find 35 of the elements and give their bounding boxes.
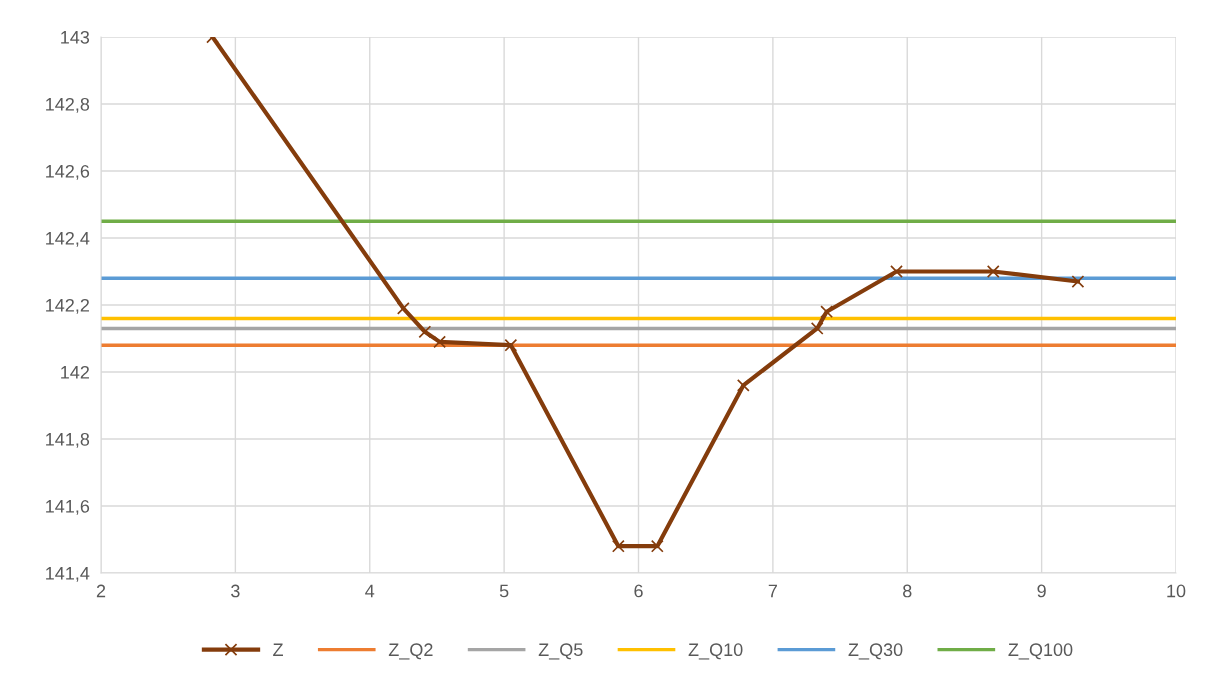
y-tick-label: 141,8	[46, 432, 90, 448]
y-tick-label: 141,4	[46, 567, 90, 582]
x-tick-label: 6	[634, 584, 643, 598]
point	[820, 305, 834, 319]
legend-label: Z_Q2	[388, 643, 433, 660]
y-tick-label: 142,6	[46, 164, 90, 180]
point	[504, 338, 518, 352]
x-tick-label: 8	[903, 584, 912, 598]
y-tick-label: 142,2	[46, 298, 89, 314]
point	[1071, 275, 1085, 288]
point	[736, 379, 750, 392]
legend-label: Z_Q30	[848, 643, 903, 660]
y-tick-label: 142,8	[46, 97, 90, 113]
point	[650, 539, 664, 553]
legend-label: Z_Q5	[538, 643, 583, 660]
point	[986, 265, 1000, 278]
legend-label: Z_Q100	[1008, 643, 1073, 660]
legend-label: Z	[273, 643, 283, 656]
point	[810, 322, 824, 335]
x-tick-label: 5	[499, 584, 509, 598]
legend-label: Z_Q10	[688, 643, 743, 660]
point	[433, 335, 447, 349]
x-tick-label: 3	[231, 584, 240, 598]
point	[611, 539, 625, 553]
y-tick-label: 143	[61, 30, 90, 44]
point	[890, 265, 903, 278]
x-tick-label: 9	[1037, 584, 1046, 598]
y-tick-label: 141,6	[46, 499, 90, 515]
x-tick-label: 7	[768, 584, 777, 598]
x-tick-label: 10	[1167, 584, 1186, 598]
y-tick-label: 142	[61, 365, 89, 379]
point	[396, 301, 410, 315]
x-tick-label: 2	[96, 584, 106, 598]
y-tick-label: 142,4	[46, 231, 90, 247]
x-tick-label: 4	[365, 584, 375, 598]
